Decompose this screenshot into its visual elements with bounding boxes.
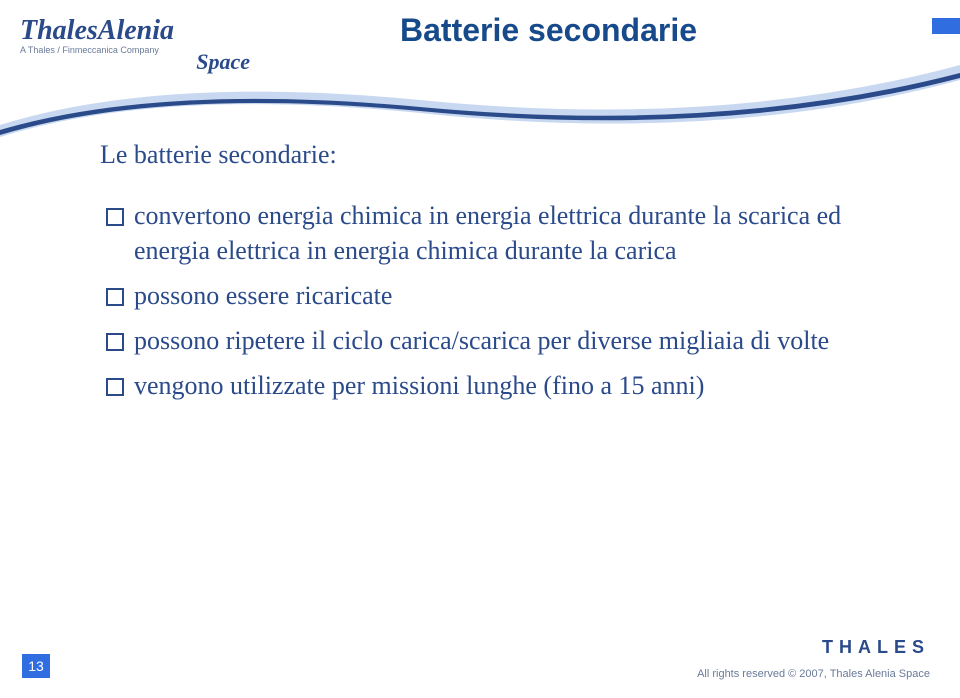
content-area: Le batterie secondarie: convertono energ… xyxy=(100,140,880,413)
slide-title: Batterie secondarie xyxy=(400,12,697,49)
accent-block xyxy=(932,18,960,34)
footer-brand: THALES xyxy=(822,637,930,658)
list-item: convertono energia chimica in energia el… xyxy=(106,198,880,268)
bullet-list: convertono energia chimica in energia el… xyxy=(106,198,880,403)
footer-copyright: All rights reserved © 2007, Thales Aleni… xyxy=(697,668,930,680)
page-number: 13 xyxy=(22,654,50,678)
logo-main: ThalesAlenia xyxy=(20,15,260,47)
slide: ThalesAlenia A Thales / Finmeccanica Com… xyxy=(0,0,960,698)
intro-text: Le batterie secondarie: xyxy=(100,140,880,170)
list-item: vengono utilizzate per missioni lunghe (… xyxy=(106,368,880,403)
list-item: possono essere ricaricate xyxy=(106,278,880,313)
list-item: possono ripetere il ciclo carica/scarica… xyxy=(106,323,880,358)
